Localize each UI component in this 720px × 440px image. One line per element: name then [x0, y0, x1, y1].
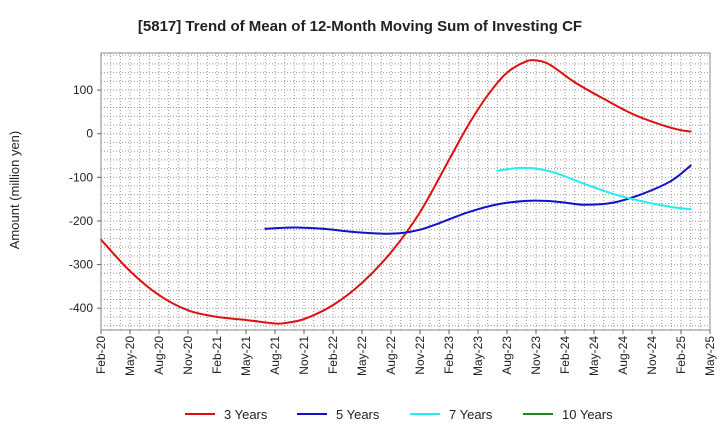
x-tick-label: Feb-23	[442, 336, 456, 374]
x-tick-label: Aug-22	[384, 336, 398, 375]
grid	[101, 53, 710, 330]
series-line-3-years	[100, 59, 692, 325]
y-tick-label: -200	[69, 214, 93, 228]
legend: 3 Years 5 Years 7 Years 10 Years	[185, 407, 613, 422]
x-tick-labels: Feb-20 May-20 Aug-20 Nov-20 Feb-21 May-21 Aug-…	[94, 330, 717, 376]
legend-label-7-years: 7 Years	[449, 407, 493, 422]
x-tick-label: Feb-25	[674, 336, 688, 374]
chart-title: [5817] Trend of Mean of 12-Month Moving …	[138, 18, 582, 35]
x-tick-label: Nov-24	[645, 336, 659, 375]
x-tick-label: Aug-23	[500, 336, 514, 375]
y-tick-label: 100	[73, 83, 93, 97]
x-tick-label: May-22	[355, 336, 369, 376]
x-tick-label: Feb-24	[558, 336, 572, 374]
x-tick-label: Nov-23	[529, 336, 543, 375]
y-axis-label: Amount (million yen)	[7, 131, 22, 250]
y-tick-label: -100	[69, 170, 93, 184]
x-tick-label: May-25	[703, 336, 717, 376]
y-tick-label: -300	[69, 258, 93, 272]
x-tick-label: May-23	[471, 336, 485, 376]
series-line-5-years	[264, 164, 692, 235]
series-layer	[100, 59, 692, 325]
x-tick-label: Aug-21	[268, 336, 282, 375]
legend-label-5-years: 5 Years	[336, 407, 380, 422]
y-tick-label: 0	[86, 127, 93, 141]
x-tick-label: Aug-20	[152, 336, 166, 375]
series-line-7-years	[496, 166, 692, 211]
legend-label-3-years: 3 Years	[224, 407, 268, 422]
legend-label-10-years: 10 Years	[562, 407, 613, 422]
x-tick-label: Feb-21	[210, 336, 224, 374]
x-tick-label: Aug-24	[616, 336, 630, 375]
x-tick-label: Nov-21	[297, 336, 311, 375]
plot-frame	[100, 52, 711, 331]
x-tick-label: May-20	[123, 336, 137, 376]
x-tick-label: Feb-22	[326, 336, 340, 374]
y-tick-labels: 100 0 -100 -200 -300 -400	[69, 83, 101, 315]
x-tick-label: May-24	[587, 336, 601, 376]
x-tick-label: Nov-22	[413, 336, 427, 375]
x-tick-label: May-21	[239, 336, 253, 376]
y-tick-label: -400	[69, 301, 93, 315]
x-tick-label: Nov-20	[181, 336, 195, 375]
x-tick-label: Feb-20	[94, 336, 108, 374]
